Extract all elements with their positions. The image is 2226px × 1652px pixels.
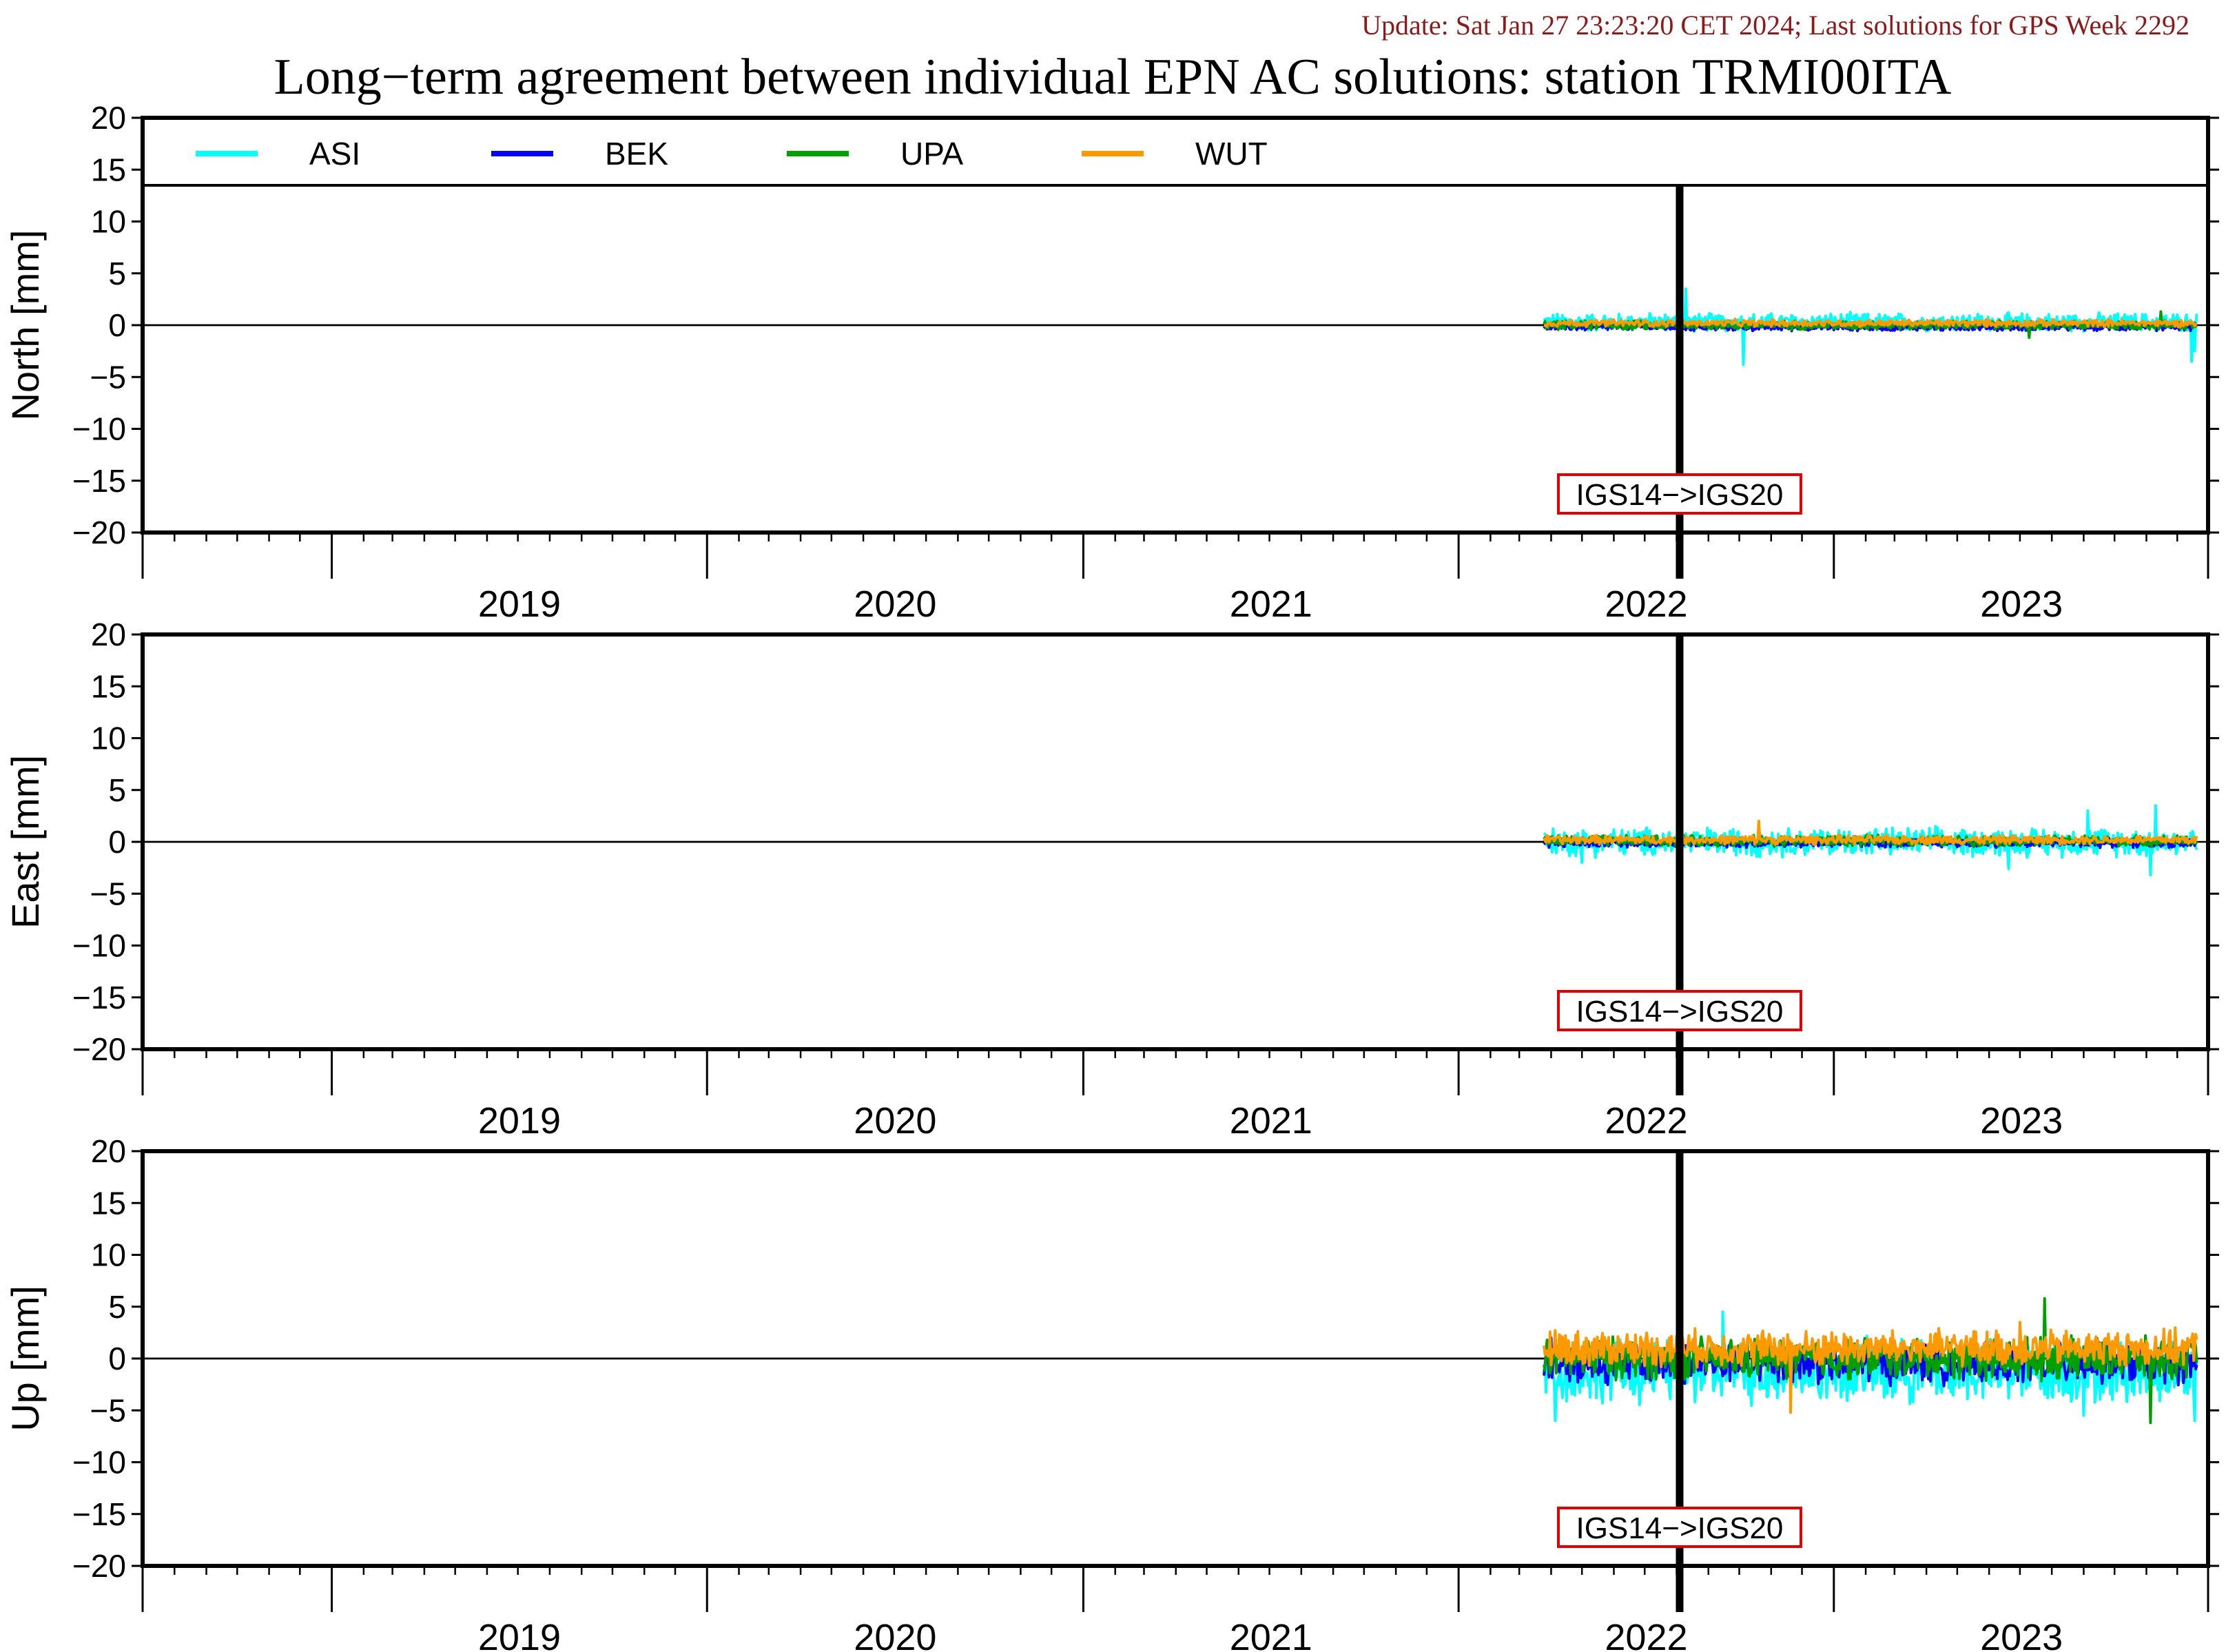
legend-item-upa: UPA [787, 136, 963, 172]
y-tick-label: 0 [108, 307, 126, 343]
y-axis-label: East [mm] [3, 755, 47, 929]
year-label: 2022 [1605, 584, 1687, 625]
year-label: 2021 [1230, 584, 1312, 625]
y-tick-label: 5 [108, 1289, 126, 1325]
y-tick-label: 5 [108, 256, 126, 291]
year-label: 2020 [854, 1617, 936, 1652]
annotation-box [1556, 1507, 1802, 1548]
legend-item-wut: WUT [1082, 136, 1268, 172]
y-tick-label: −20 [72, 1548, 126, 1584]
y-axis-label: North [mm] [3, 230, 47, 421]
panel-1: 20 15 10 5 0 −5 −10 −15 −20 North [mm] 2019 2020 202… [3, 100, 2219, 625]
year-label: 2019 [478, 1617, 561, 1652]
legend-label: ASI [309, 136, 360, 172]
legend-band [143, 118, 2208, 185]
legend-item-bek: BEK [491, 136, 668, 172]
y-tick-label: 15 [91, 152, 126, 187]
y-tick-label: −5 [90, 1392, 126, 1428]
series-line-upa [1543, 1297, 2198, 1425]
y-tick-label: 0 [108, 1341, 126, 1376]
annotation-box [1556, 990, 1802, 1031]
year-label: 2022 [1605, 1617, 1687, 1652]
year-label: 2019 [478, 584, 561, 625]
y-tick-label: −5 [90, 876, 126, 911]
annotation-box [1556, 473, 1802, 515]
legend-item-asi: ASI [196, 136, 360, 172]
year-label: 2022 [1605, 1100, 1687, 1142]
year-label: 2023 [1980, 1617, 2063, 1652]
chart-title: Long−term agreement between individual E… [274, 49, 1952, 105]
update-text: Update: Sat Jan 27 23:23:20 CET 2024; La… [1361, 10, 2189, 41]
year-label: 2023 [1980, 1100, 2063, 1142]
y-tick-label: 20 [91, 617, 126, 652]
y-tick-label: −5 [90, 359, 126, 395]
y-tick-label: −10 [72, 928, 126, 964]
y-tick-label: 20 [91, 100, 126, 136]
year-label: 2021 [1230, 1617, 1312, 1652]
annotation-label: IGS14−>IGS20 [1576, 1511, 1784, 1545]
y-tick-label: −20 [72, 515, 126, 550]
plot-frame [141, 116, 2210, 535]
y-tick-label: 10 [91, 1237, 126, 1273]
year-label: 2020 [854, 584, 936, 625]
y-tick-label: −15 [72, 980, 126, 1015]
series-line-wut [1543, 1321, 2198, 1414]
y-axis-label: Up [mm] [3, 1286, 47, 1432]
y-tick-label: 20 [91, 1133, 126, 1169]
series-line-wut [1543, 318, 2198, 329]
y-tick-label: 10 [91, 204, 126, 240]
y-tick-label: −20 [72, 1031, 126, 1067]
y-tick-label: 5 [108, 772, 126, 808]
series-line-wut [1543, 819, 2198, 846]
legend-label: WUT [1195, 136, 1268, 172]
y-tick-label: −15 [72, 1496, 126, 1532]
y-tick-label: 10 [91, 721, 126, 756]
annotation-label: IGS14−>IGS20 [1576, 478, 1784, 512]
panel-3: 20 15 10 5 0 −5 −10 −15 −20 Up [mm] 2019 2020 2021 20… [3, 1133, 2219, 1652]
y-tick-label: −15 [72, 463, 126, 499]
year-label: 2020 [854, 1100, 936, 1142]
year-label: 2021 [1230, 1100, 1312, 1142]
y-tick-label: 15 [91, 1185, 126, 1221]
year-label: 2023 [1980, 584, 2063, 625]
panel-2: 20 15 10 5 0 −5 −10 −15 −20 East [mm] 2019 2020 2021… [3, 617, 2219, 1142]
annotation-label: IGS14−>IGS20 [1576, 995, 1784, 1029]
y-tick-label: 0 [108, 824, 126, 860]
legend-label: BEK [605, 136, 668, 172]
year-label: 2019 [478, 1100, 561, 1142]
y-tick-label: −10 [72, 1445, 126, 1480]
y-tick-label: 15 [91, 668, 126, 704]
y-tick-label: −10 [72, 411, 126, 447]
legend-label: UPA [900, 136, 963, 172]
